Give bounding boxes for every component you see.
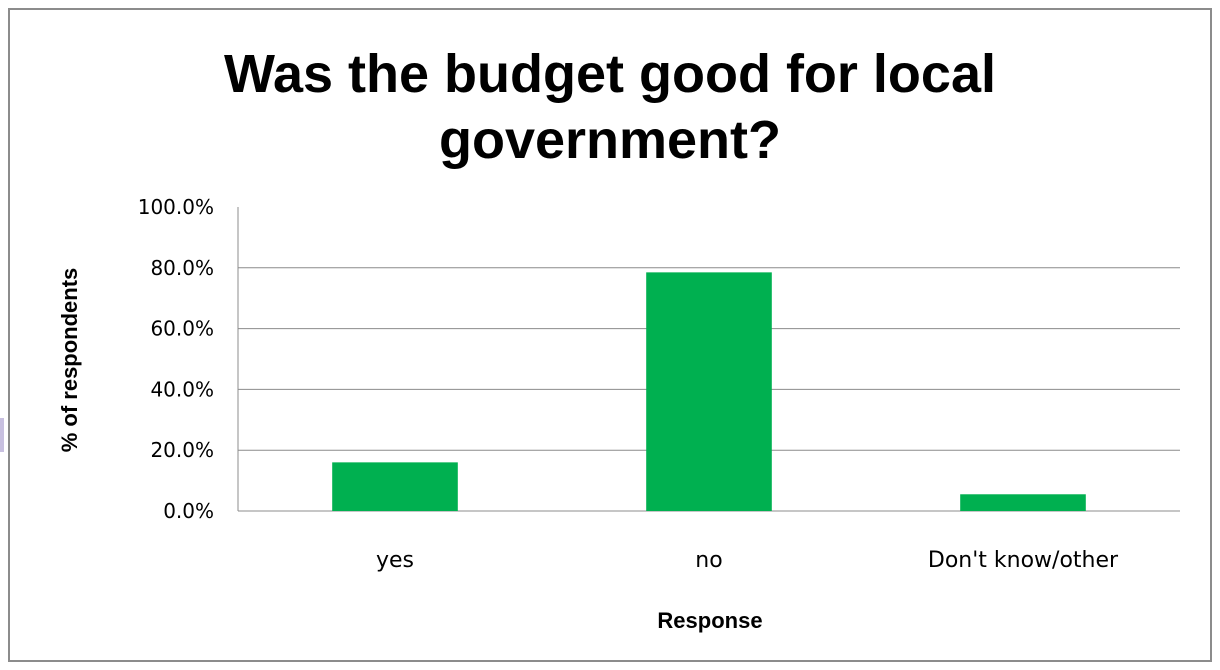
side-marker [0, 418, 4, 452]
x-category-label: Don't know/other [928, 548, 1119, 573]
y-tick-labels: 0.0% 20.0% 40.0% 60.0% 80.0% 100.0% [138, 195, 214, 523]
bar [646, 272, 772, 511]
chart-title-line-1: Was the budget good for local [224, 44, 996, 104]
x-category-label: no [695, 548, 722, 573]
x-category-labels: yes no Don't know/other [376, 548, 1119, 573]
y-axis-title: % of respondents [57, 268, 82, 453]
bar [332, 462, 458, 511]
chart-frame [8, 8, 1212, 662]
y-tick-label: 80.0% [150, 256, 214, 280]
y-tick-label: 60.0% [150, 317, 214, 341]
bar [960, 494, 1086, 511]
y-tick-label: 20.0% [150, 438, 214, 462]
y-tick-label: 100.0% [138, 195, 214, 219]
bars [332, 272, 1086, 511]
y-tick-label: 40.0% [150, 377, 214, 401]
x-axis-title: Response [657, 608, 762, 633]
x-category-label: yes [376, 548, 414, 573]
y-tick-label: 0.0% [163, 499, 214, 523]
chart-title-line-2: government? [439, 110, 781, 170]
